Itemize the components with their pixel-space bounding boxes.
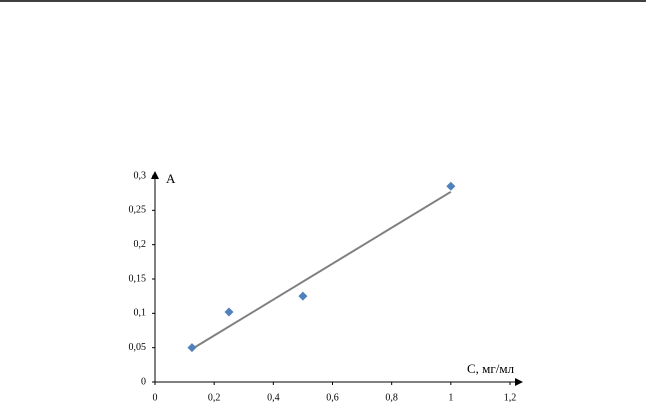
y-tick-label: 0,3 xyxy=(134,170,147,181)
x-tick-label: 0 xyxy=(153,392,158,403)
trendline xyxy=(191,190,452,350)
y-axis-label: А xyxy=(166,171,176,186)
x-tick-label: 1 xyxy=(448,392,453,403)
point xyxy=(298,291,308,301)
x-tick-label: 1,2 xyxy=(504,392,517,403)
x-tick-label: 0,6 xyxy=(326,392,339,403)
point xyxy=(187,343,197,353)
y-tick-label: 0,1 xyxy=(134,308,147,319)
y-tick-label: 0,05 xyxy=(129,342,147,353)
y-tick-label: 0,2 xyxy=(134,239,147,250)
x-axis-label: С, мг/мл xyxy=(467,361,515,376)
x-tick-label: 0,8 xyxy=(385,392,398,403)
x-tick-label: 0,4 xyxy=(267,392,280,403)
point xyxy=(224,307,234,317)
y-tick-label: 0,25 xyxy=(129,205,147,216)
point xyxy=(446,181,456,191)
x-tick-label: 0,2 xyxy=(208,392,221,403)
y-tick-label: 0 xyxy=(141,376,146,387)
y-tick-label: 0,15 xyxy=(129,273,147,284)
